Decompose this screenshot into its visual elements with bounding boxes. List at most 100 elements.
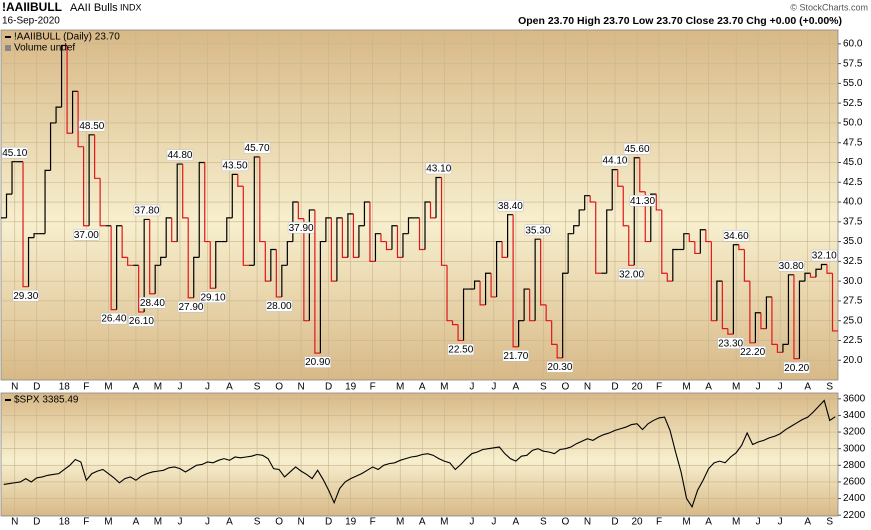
x-tick-label: N xyxy=(584,382,591,393)
step-segment xyxy=(209,241,216,289)
y-tick-label: 52.5 xyxy=(843,98,863,109)
step-segment xyxy=(281,264,288,297)
x-tick-label: N xyxy=(11,382,18,393)
step-segment xyxy=(650,193,657,242)
step-segment xyxy=(182,164,189,219)
step-segment xyxy=(253,156,260,266)
value-label: 35.30 xyxy=(524,224,552,236)
x-tick-label: J xyxy=(177,517,182,528)
x-tick-label: S xyxy=(254,517,261,528)
x-tick-label: M xyxy=(682,382,690,393)
step-segment xyxy=(787,274,794,345)
value-label-text: 27.90 xyxy=(178,302,203,313)
value-label: 23.30 xyxy=(717,337,744,349)
y-tick-label: 32.5 xyxy=(843,256,863,267)
credit: © StockCharts.com xyxy=(790,2,868,12)
x-tick-label: D xyxy=(611,382,618,393)
step-segment xyxy=(110,225,117,311)
step-segment xyxy=(374,233,381,262)
step-segment xyxy=(264,241,271,282)
step-segment xyxy=(242,186,249,266)
step-segment xyxy=(589,195,596,203)
step-segment xyxy=(435,176,442,218)
step-segment xyxy=(44,169,51,234)
y-tick-label: 2600 xyxy=(843,477,866,488)
step-segment xyxy=(473,280,481,290)
value-label-box xyxy=(546,361,574,373)
x-tick-label: 18 xyxy=(59,382,71,393)
step-segment xyxy=(275,249,282,298)
x-tick-label: O xyxy=(562,517,570,528)
value-label-box xyxy=(133,204,161,217)
value-label-text: 23.30 xyxy=(718,338,743,349)
value-label: 43.10 xyxy=(425,162,453,175)
y-tick-label: 35.0 xyxy=(843,236,863,247)
step-segment xyxy=(501,241,508,259)
step-segment xyxy=(820,263,827,270)
value-label-text: 20.30 xyxy=(547,362,572,373)
value-label-box xyxy=(100,312,128,325)
y-tick-label: 20.0 xyxy=(843,355,863,366)
step-segment xyxy=(231,173,238,218)
value-label-text: 34.60 xyxy=(724,231,749,242)
value-label-text: 30.80 xyxy=(779,261,804,272)
step-segment xyxy=(743,249,750,282)
step-segment xyxy=(5,193,13,218)
value-label-text: 22.20 xyxy=(740,347,765,358)
step-segment xyxy=(143,218,150,312)
x-tick-label: A xyxy=(226,382,233,393)
step-segment xyxy=(782,343,789,353)
step-segment xyxy=(407,217,414,234)
step-segment xyxy=(749,281,756,344)
step-segment xyxy=(116,225,123,310)
date: 16-Sep-2020 xyxy=(2,16,60,27)
step-segment xyxy=(490,273,497,298)
value-label-text: 45.70 xyxy=(245,143,270,154)
y-tick-label: 3400 xyxy=(843,410,866,421)
step-segment xyxy=(198,161,205,258)
value-label-text: 29.10 xyxy=(200,292,225,303)
x-tick-label: J xyxy=(756,517,761,528)
step-segment xyxy=(127,257,134,266)
value-label: 37.00 xyxy=(73,229,100,241)
step-segment xyxy=(11,161,18,195)
step-segment xyxy=(611,169,618,210)
y-tick-label: 2400 xyxy=(843,493,866,504)
value-label: 27.90 xyxy=(177,300,205,313)
value-label-text: 43.50 xyxy=(223,160,248,171)
value-label-box xyxy=(618,268,645,281)
x-tick-label: F xyxy=(370,517,376,528)
value-label: 30.80 xyxy=(777,260,805,272)
value-label-text: 37.90 xyxy=(289,223,314,234)
value-label-box xyxy=(739,346,766,358)
value-label: 26.40 xyxy=(100,312,128,325)
step-segment xyxy=(60,44,68,108)
symbol: !AAIIBULL xyxy=(2,0,62,14)
value-label: 20.30 xyxy=(546,361,574,373)
x-tick-label: 19 xyxy=(345,517,357,528)
step-segment xyxy=(193,256,200,298)
step-segment xyxy=(705,229,712,243)
value-label-text: 20.90 xyxy=(305,357,330,368)
step-segment xyxy=(369,202,376,262)
step-segment xyxy=(721,281,728,330)
step-segment xyxy=(49,122,57,171)
x-tick-label: N xyxy=(297,382,304,393)
step-segment xyxy=(567,233,574,274)
step-segment xyxy=(754,312,761,343)
value-label-box xyxy=(810,249,838,262)
x-tick-label: N xyxy=(584,517,591,528)
legend-title: !AAIIBULL (Daily) 23.70 xyxy=(14,32,120,43)
x-tick-label: A xyxy=(804,517,811,528)
y-tick-label: 30.0 xyxy=(843,276,863,287)
x-tick-label: J xyxy=(205,517,210,528)
value-label-box xyxy=(1,146,29,159)
y-tick-label: 3600 xyxy=(843,393,866,404)
y-tick-label: 2200 xyxy=(843,510,866,521)
value-label: 20.90 xyxy=(304,356,331,368)
y-tick-label: 22.5 xyxy=(843,335,863,346)
step-segment xyxy=(171,217,178,243)
step-segment xyxy=(804,272,811,282)
step-segment xyxy=(160,256,167,266)
value-label: 44.10 xyxy=(601,154,629,167)
